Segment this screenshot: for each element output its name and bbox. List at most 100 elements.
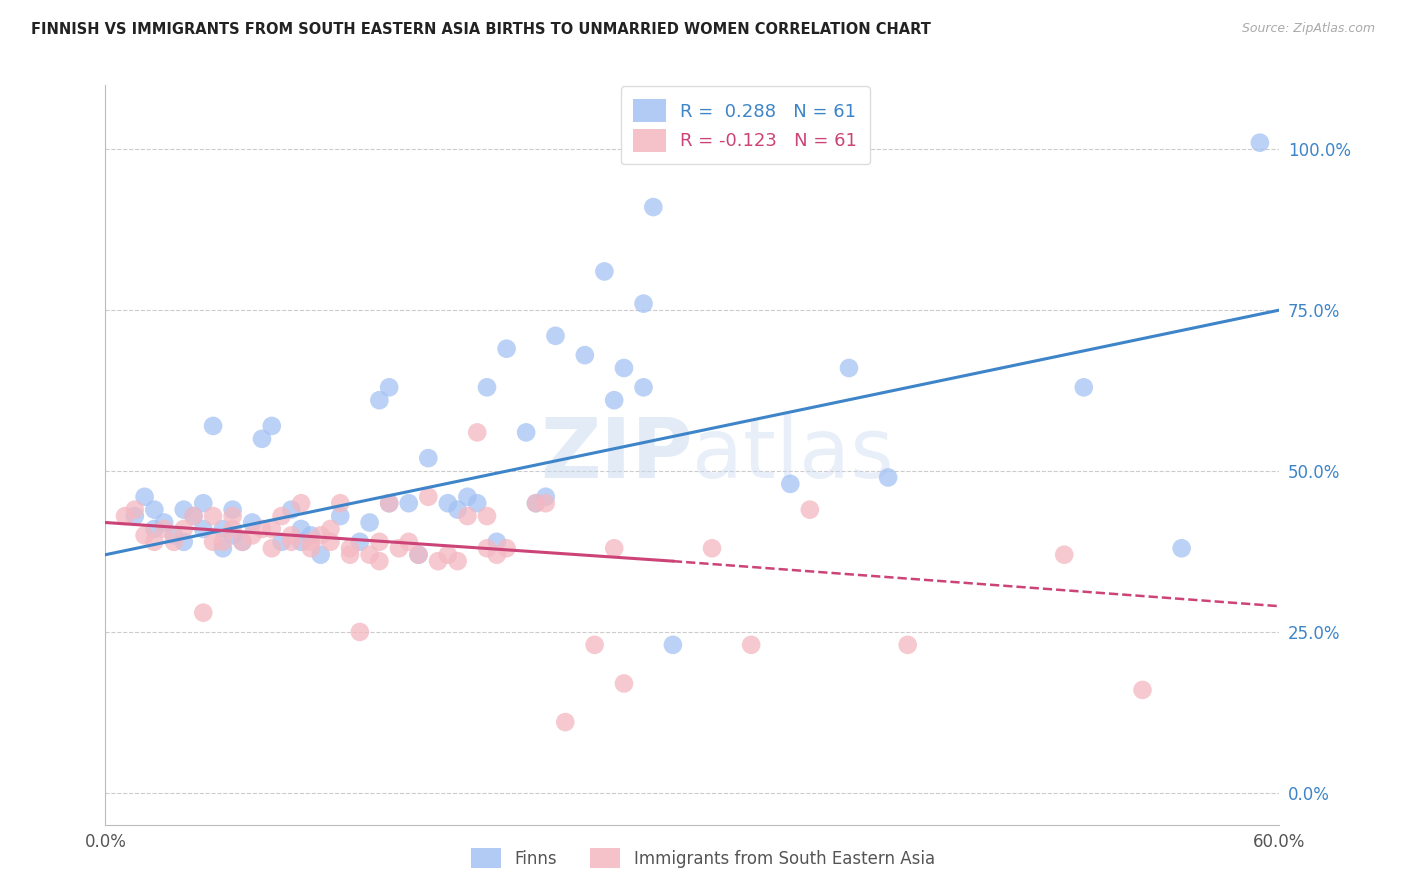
Point bbox=[319, 534, 342, 549]
Point bbox=[456, 509, 478, 524]
Point bbox=[1170, 541, 1192, 556]
Text: FINNISH VS IMMIGRANTS FROM SOUTH EASTERN ASIA BIRTHS TO UNMARRIED WOMEN CORRELAT: FINNISH VS IMMIGRANTS FROM SOUTH EASTERN… bbox=[31, 22, 931, 37]
Point bbox=[260, 522, 283, 536]
Point bbox=[143, 502, 166, 516]
Point bbox=[368, 554, 391, 568]
Point bbox=[613, 676, 636, 690]
Point bbox=[240, 528, 263, 542]
Point bbox=[398, 496, 420, 510]
Point bbox=[134, 528, 156, 542]
Point bbox=[221, 502, 243, 516]
Point bbox=[475, 541, 498, 556]
Point bbox=[202, 534, 225, 549]
Point bbox=[163, 528, 186, 542]
Point bbox=[682, 136, 704, 150]
Point bbox=[173, 522, 195, 536]
Point bbox=[1053, 548, 1076, 562]
Legend: R =  0.288   N = 61, R = -0.123   N = 61: R = 0.288 N = 61, R = -0.123 N = 61 bbox=[620, 87, 870, 164]
Point bbox=[485, 534, 508, 549]
Point bbox=[339, 541, 361, 556]
Point bbox=[134, 490, 156, 504]
Point bbox=[221, 509, 243, 524]
Point bbox=[574, 348, 596, 362]
Point bbox=[124, 502, 146, 516]
Point bbox=[544, 328, 567, 343]
Point bbox=[897, 638, 920, 652]
Point bbox=[240, 516, 263, 530]
Point bbox=[662, 638, 685, 652]
Point bbox=[329, 496, 352, 510]
Point bbox=[250, 432, 273, 446]
Point bbox=[1073, 380, 1095, 394]
Point bbox=[447, 554, 470, 568]
Point bbox=[388, 541, 411, 556]
Point bbox=[643, 200, 665, 214]
Point bbox=[309, 548, 332, 562]
Point bbox=[877, 470, 900, 484]
Point bbox=[270, 534, 292, 549]
Point bbox=[1249, 136, 1271, 150]
Point bbox=[153, 522, 176, 536]
Point bbox=[524, 496, 547, 510]
Text: ZIP: ZIP bbox=[540, 415, 693, 495]
Point bbox=[427, 554, 450, 568]
Text: Source: ZipAtlas.com: Source: ZipAtlas.com bbox=[1241, 22, 1375, 36]
Point bbox=[211, 534, 233, 549]
Point bbox=[183, 509, 205, 524]
Point bbox=[270, 509, 292, 524]
Point bbox=[495, 541, 517, 556]
Point bbox=[299, 541, 322, 556]
Point bbox=[583, 638, 606, 652]
Point bbox=[193, 522, 215, 536]
Point bbox=[221, 528, 243, 542]
Point bbox=[534, 490, 557, 504]
Point bbox=[465, 425, 488, 440]
Point bbox=[1132, 682, 1154, 697]
Point bbox=[378, 380, 401, 394]
Point bbox=[339, 548, 361, 562]
Text: atlas: atlas bbox=[693, 415, 894, 495]
Point bbox=[534, 496, 557, 510]
Point bbox=[408, 548, 430, 562]
Point bbox=[319, 522, 342, 536]
Point bbox=[280, 534, 302, 549]
Point bbox=[554, 715, 576, 730]
Point bbox=[173, 502, 195, 516]
Point bbox=[408, 548, 430, 562]
Point bbox=[740, 638, 762, 652]
Point bbox=[299, 534, 322, 549]
Point bbox=[153, 516, 176, 530]
Point bbox=[349, 624, 371, 639]
Point bbox=[524, 496, 547, 510]
Point bbox=[221, 522, 243, 536]
Point bbox=[475, 380, 498, 394]
Point bbox=[437, 548, 460, 562]
Point bbox=[124, 509, 146, 524]
Point bbox=[260, 541, 283, 556]
Point bbox=[290, 496, 312, 510]
Point bbox=[465, 496, 488, 510]
Point bbox=[515, 425, 537, 440]
Point bbox=[193, 496, 215, 510]
Point bbox=[231, 534, 253, 549]
Point bbox=[349, 534, 371, 549]
Point bbox=[495, 342, 517, 356]
Point bbox=[211, 541, 233, 556]
Point bbox=[280, 528, 302, 542]
Point bbox=[143, 522, 166, 536]
Point bbox=[143, 534, 166, 549]
Point bbox=[418, 490, 440, 504]
Point bbox=[779, 476, 801, 491]
Point bbox=[700, 541, 723, 556]
Point bbox=[456, 490, 478, 504]
Point bbox=[359, 516, 381, 530]
Point bbox=[299, 528, 322, 542]
Point bbox=[799, 502, 821, 516]
Point bbox=[368, 393, 391, 408]
Point bbox=[603, 393, 626, 408]
Point bbox=[378, 496, 401, 510]
Point bbox=[329, 509, 352, 524]
Legend: Finns, Immigrants from South Eastern Asia: Finns, Immigrants from South Eastern Asi… bbox=[463, 839, 943, 877]
Point bbox=[633, 380, 655, 394]
Point bbox=[193, 606, 215, 620]
